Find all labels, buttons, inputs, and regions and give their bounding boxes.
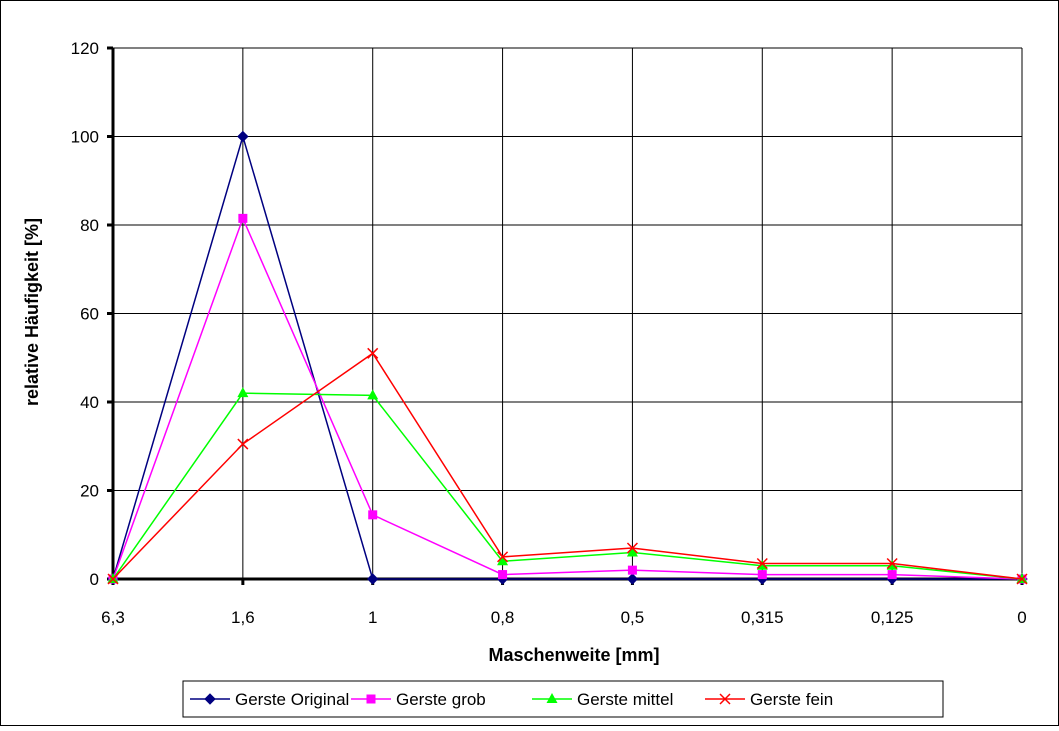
data-point-gerste-mittel bbox=[367, 389, 379, 400]
y-tick-label: 20 bbox=[80, 482, 99, 501]
y-tick-label: 0 bbox=[90, 570, 99, 589]
data-point-gerste-grob bbox=[368, 510, 378, 520]
y-tick-label: 80 bbox=[80, 216, 99, 235]
data-point-gerste-grob bbox=[757, 570, 767, 580]
series-line-gerste-mittel bbox=[112, 392, 1023, 580]
data-point-gerste-fein bbox=[107, 573, 119, 585]
data-point-gerste-fein bbox=[237, 438, 249, 450]
legend-marker bbox=[204, 693, 216, 705]
x-tick-label: 6,3 bbox=[101, 608, 125, 627]
legend-marker bbox=[546, 693, 558, 703]
data-point-gerste-fein-stroke bbox=[886, 557, 898, 570]
data-point-gerste-fein bbox=[626, 542, 638, 554]
series-line-gerste-grob bbox=[112, 216, 1023, 580]
x-tick-label: 0 bbox=[1017, 608, 1026, 627]
legend-label: Gerste Original bbox=[235, 690, 349, 709]
data-point-gerste-grob bbox=[498, 570, 508, 580]
data-point-gerste-fein-stroke bbox=[237, 438, 249, 450]
legend-marker-stroke bbox=[719, 693, 731, 705]
legend-label: Gerste mittel bbox=[577, 690, 673, 709]
legend-label: Gerste grob bbox=[396, 690, 486, 709]
data-point-gerste-grob bbox=[238, 213, 248, 223]
data-point-gerste-fein-stroke bbox=[497, 551, 509, 563]
x-tick-label: 0,8 bbox=[491, 608, 515, 627]
legend-item-gerste-fein: Gerste fein bbox=[705, 690, 833, 709]
data-point-gerste-mittel bbox=[626, 546, 638, 557]
data-point-gerste-fein-stroke bbox=[1016, 573, 1028, 585]
data-point-gerste-grob bbox=[887, 570, 897, 580]
series-gerste-fein bbox=[107, 347, 1028, 585]
legend-marker bbox=[719, 693, 731, 705]
x-tick-label: 0,5 bbox=[621, 608, 645, 627]
grid bbox=[113, 47, 1023, 579]
data-point-gerste-fein-stroke bbox=[107, 573, 119, 585]
data-point-gerste-fein bbox=[886, 557, 898, 570]
y-axis-title: relative Häufigkeit [%] bbox=[22, 218, 42, 406]
data-point-gerste-original bbox=[367, 573, 379, 585]
legend: Gerste Original Gerste grob Gerste mittel G… bbox=[182, 680, 944, 718]
y-tick-label: 120 bbox=[71, 39, 99, 58]
data-point-gerste-fein bbox=[1016, 573, 1028, 585]
data-point-gerste-original bbox=[237, 130, 249, 143]
data-point-gerste-fein-stroke bbox=[367, 347, 379, 359]
legend-item-gerste-original: Gerste Original bbox=[190, 690, 349, 709]
data-point-gerste-fein bbox=[756, 557, 768, 570]
y-tick-label: 100 bbox=[71, 128, 99, 147]
data-point-gerste-grob bbox=[627, 565, 637, 575]
legend-item-gerste-mittel: Gerste mittel bbox=[532, 690, 673, 709]
series-line-gerste-original bbox=[112, 133, 1022, 580]
x-axis-title: Maschenweite [mm] bbox=[488, 645, 659, 665]
legend-label: Gerste fein bbox=[750, 690, 833, 709]
data-point-gerste-mittel bbox=[497, 555, 509, 566]
legend-item-gerste-grob: Gerste grob bbox=[351, 690, 486, 709]
x-tick-label: 0,315 bbox=[741, 608, 784, 627]
y-tick-label: 40 bbox=[80, 393, 99, 412]
series-line-gerste-fein bbox=[112, 352, 1023, 580]
data-point-gerste-fein-stroke bbox=[626, 542, 638, 554]
data-point-gerste-fein bbox=[497, 551, 509, 563]
series bbox=[107, 130, 1028, 585]
data-point-gerste-fein-stroke bbox=[756, 557, 768, 570]
legend-marker bbox=[366, 694, 376, 704]
y-tick-label: 60 bbox=[80, 305, 99, 324]
data-point-gerste-mittel bbox=[237, 387, 249, 398]
data-point-gerste-original bbox=[626, 573, 639, 585]
x-tick-label: 1,6 bbox=[231, 608, 255, 627]
data-point-gerste-fein bbox=[367, 347, 379, 359]
x-tick-label: 1 bbox=[368, 608, 377, 627]
x-tick-label: 0,125 bbox=[871, 608, 914, 627]
